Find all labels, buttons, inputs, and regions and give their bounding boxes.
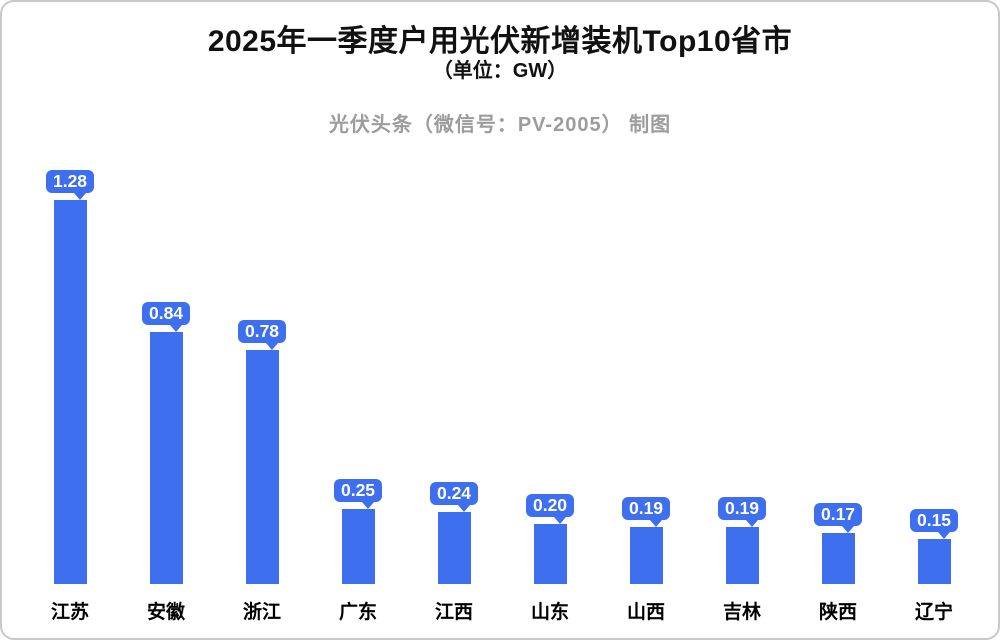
bar-column: 0.17 陕西 <box>790 500 886 630</box>
bar-column: 1.28 江苏 <box>22 167 118 630</box>
category-label: 吉林 <box>722 602 761 623</box>
value-badge: 0.78 <box>235 317 289 345</box>
bar <box>629 527 663 584</box>
bar-column: 0.19 山西 <box>598 494 694 630</box>
bar <box>821 533 855 584</box>
badge-tail-icon <box>74 193 86 200</box>
bar-column: 0.25 广东 <box>310 476 406 630</box>
category-label: 陕西 <box>818 602 857 623</box>
bar <box>245 350 279 584</box>
category-label: 山西 <box>626 602 665 623</box>
badge-tail-icon <box>650 520 662 527</box>
badge-tail-icon <box>938 532 950 539</box>
bar-column: 0.78 浙江 <box>214 317 310 630</box>
value-badge: 0.24 <box>427 479 481 507</box>
category-label: 浙江 <box>242 602 281 623</box>
badge-tail-icon <box>170 325 182 332</box>
badge-tail-icon <box>746 520 758 527</box>
badge-tail-icon <box>362 502 374 509</box>
category-label: 安徽 <box>146 602 185 623</box>
value-badge: 0.19 <box>619 494 673 522</box>
bar <box>917 539 951 584</box>
bar <box>149 332 183 584</box>
value-badge: 0.25 <box>331 476 385 504</box>
badge-tail-icon <box>842 526 854 533</box>
bar-chart: 1.28 江苏 0.84 安徽 0.78 浙江 0.25 广东 0.24 江西 … <box>2 160 998 630</box>
value-badge: 0.15 <box>907 506 961 534</box>
category-label: 江苏 <box>50 602 89 623</box>
bar-column: 0.19 吉林 <box>694 494 790 630</box>
chart-unit-subtitle: （单位：GW） <box>432 60 568 82</box>
bar <box>341 509 375 584</box>
badge-tail-icon <box>458 505 470 512</box>
bar-column: 0.84 安徽 <box>118 299 214 630</box>
bar <box>437 512 471 584</box>
badge-tail-icon <box>266 343 278 350</box>
value-badge: 0.20 <box>523 491 577 519</box>
badge-tail-icon <box>554 517 566 524</box>
bar <box>725 527 759 584</box>
category-label: 江西 <box>434 602 473 623</box>
bar <box>53 200 87 584</box>
category-label: 辽宁 <box>914 602 953 623</box>
value-badge: 0.19 <box>715 494 769 522</box>
value-badge: 0.17 <box>811 500 865 528</box>
bar-column: 0.20 山东 <box>502 491 598 630</box>
bar-column: 0.15 辽宁 <box>886 506 982 630</box>
category-label: 山东 <box>530 602 569 623</box>
chart-title: 2025年一季度户用光伏新增装机Top10省市 <box>207 25 793 58</box>
bar <box>533 524 567 584</box>
category-label: 广东 <box>338 602 377 623</box>
credit-watermark: 光伏头条（微信号：PV-2005） 制图 <box>328 114 672 136</box>
value-badge: 0.84 <box>139 299 193 327</box>
bar-column: 0.24 江西 <box>406 479 502 630</box>
value-badge: 1.28 <box>43 167 97 195</box>
